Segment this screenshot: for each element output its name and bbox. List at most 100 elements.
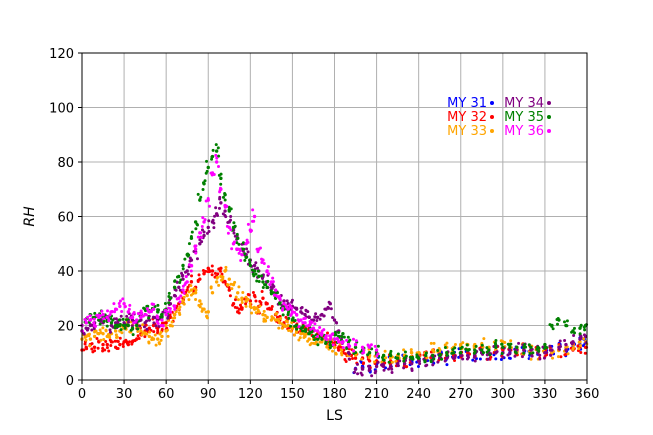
data-point xyxy=(207,230,211,234)
data-point xyxy=(270,305,274,309)
data-point xyxy=(402,348,406,352)
data-point xyxy=(342,348,346,352)
data-point xyxy=(135,337,139,341)
data-point xyxy=(216,146,220,150)
data-point xyxy=(214,143,218,147)
data-point xyxy=(264,318,268,322)
data-point xyxy=(326,331,330,335)
data-point xyxy=(306,310,310,314)
data-point xyxy=(127,320,131,324)
data-point xyxy=(84,321,88,325)
data-point xyxy=(252,263,257,268)
data-point xyxy=(113,310,117,314)
data-point xyxy=(275,315,279,319)
data-point xyxy=(461,357,465,361)
data-point xyxy=(472,355,476,359)
data-point xyxy=(197,273,201,277)
data-point xyxy=(303,316,307,320)
data-point xyxy=(147,334,152,339)
data-point xyxy=(570,330,574,334)
data-point xyxy=(190,274,194,278)
data-point xyxy=(332,337,337,341)
data-point xyxy=(360,345,365,349)
data-point xyxy=(149,310,153,314)
data-point xyxy=(429,341,433,345)
x-tick-label: 360 xyxy=(575,387,600,402)
data-point xyxy=(266,279,270,283)
data-point xyxy=(264,302,268,306)
data-point xyxy=(229,228,233,232)
data-point xyxy=(556,355,560,359)
data-point xyxy=(503,341,507,345)
data-point xyxy=(123,326,127,330)
data-point xyxy=(92,334,97,339)
data-point xyxy=(259,301,263,305)
data-point xyxy=(257,280,261,284)
data-point xyxy=(186,254,190,258)
data-point xyxy=(213,271,217,275)
data-point xyxy=(322,328,326,332)
data-point xyxy=(360,357,364,361)
data-point xyxy=(277,326,281,330)
data-point xyxy=(168,307,172,311)
data-point xyxy=(265,286,269,290)
data-point xyxy=(92,317,96,321)
data-point xyxy=(367,351,372,355)
data-point xyxy=(117,318,121,322)
data-point xyxy=(198,242,202,246)
data-point xyxy=(487,348,491,352)
data-point xyxy=(347,352,351,356)
data-point xyxy=(174,310,178,314)
data-point xyxy=(216,213,220,217)
data-point xyxy=(209,285,213,289)
data-point xyxy=(564,342,568,347)
data-point xyxy=(473,359,477,363)
data-point xyxy=(339,348,344,352)
data-point xyxy=(199,231,203,235)
data-point xyxy=(261,286,265,290)
data-point xyxy=(167,295,171,299)
data-point xyxy=(250,311,254,315)
data-point xyxy=(236,236,240,240)
data-point xyxy=(542,356,546,360)
data-point xyxy=(204,269,208,273)
data-point xyxy=(164,324,168,328)
data-point xyxy=(160,315,164,319)
data-point xyxy=(286,311,290,315)
data-point xyxy=(199,195,203,199)
data-point xyxy=(227,277,231,281)
data-point xyxy=(551,327,555,331)
y-tick-label: 80 xyxy=(57,156,74,171)
legend-marker xyxy=(547,129,551,133)
data-point xyxy=(583,328,587,332)
data-point xyxy=(373,360,377,364)
data-point xyxy=(156,329,160,333)
data-point xyxy=(311,334,316,339)
data-point xyxy=(90,342,94,346)
data-point xyxy=(331,349,335,353)
data-point xyxy=(131,339,135,343)
data-point xyxy=(485,350,489,354)
data-point xyxy=(348,338,352,342)
data-point xyxy=(467,347,471,351)
data-point xyxy=(112,302,116,306)
data-point xyxy=(178,288,182,292)
data-point xyxy=(309,327,313,331)
data-point xyxy=(284,315,288,319)
data-point xyxy=(290,300,294,304)
data-point xyxy=(211,148,215,152)
data-point xyxy=(325,338,329,342)
data-point xyxy=(346,335,350,339)
data-point xyxy=(337,331,341,335)
data-point xyxy=(203,218,207,222)
data-point xyxy=(486,357,490,361)
data-point xyxy=(188,259,192,263)
data-point xyxy=(85,347,89,351)
data-point xyxy=(105,346,109,350)
data-point xyxy=(167,301,171,305)
data-point xyxy=(384,356,388,360)
data-point xyxy=(556,316,560,320)
data-point xyxy=(214,153,218,157)
data-point xyxy=(189,269,193,273)
data-point xyxy=(94,324,98,328)
